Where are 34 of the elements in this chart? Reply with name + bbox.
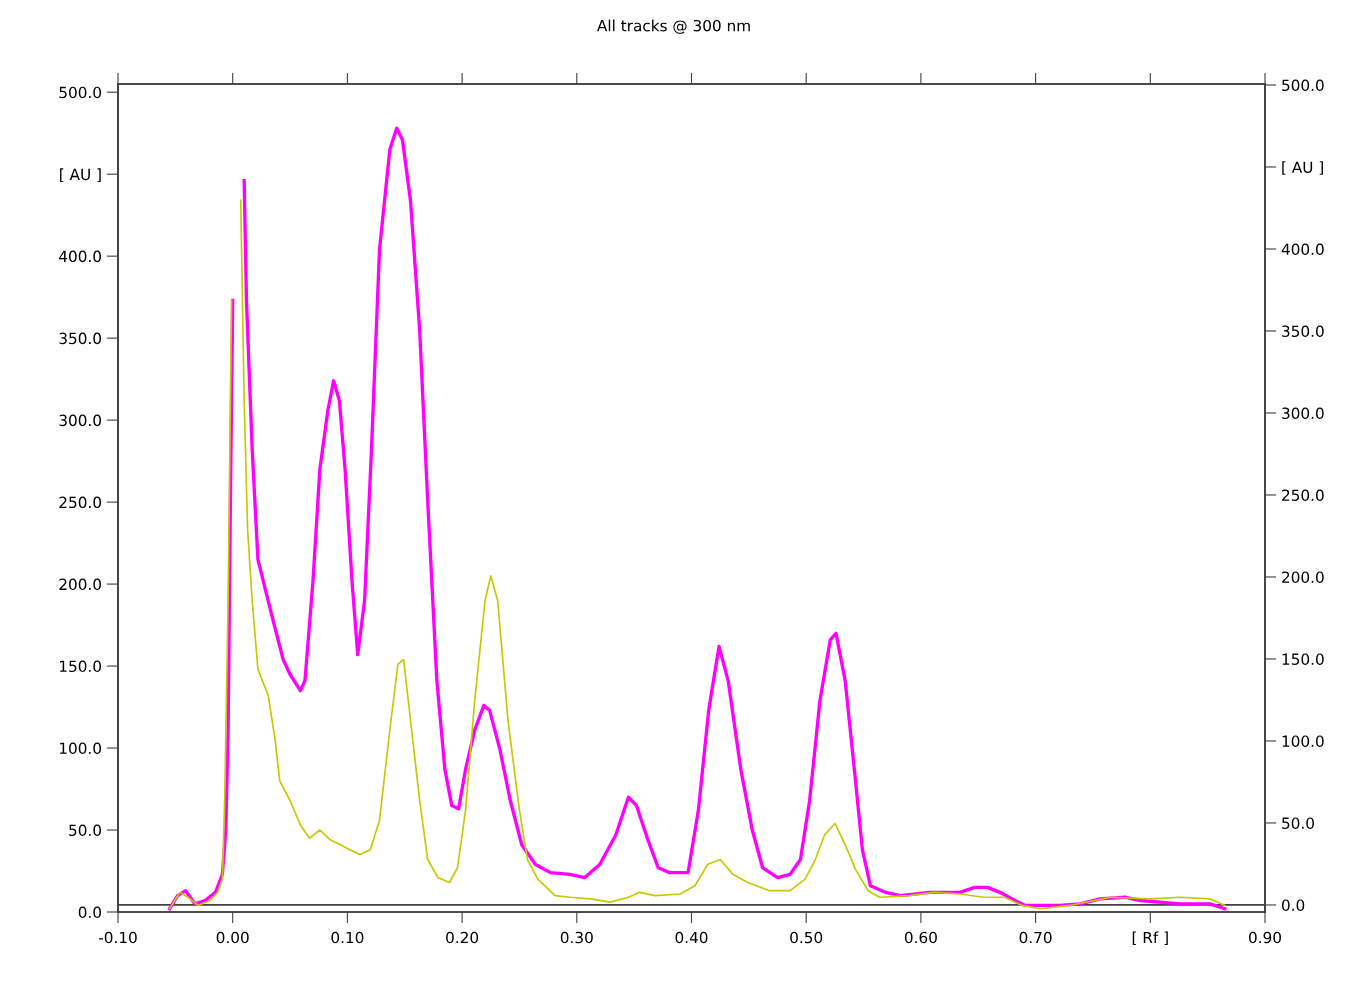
y-tick-label: 0.0: [78, 906, 102, 919]
y-tick-label: 250.0: [59, 496, 102, 509]
y2-tick-label: [ AU ]: [1282, 161, 1323, 175]
y-tick-label: 500.0: [59, 86, 102, 99]
y2-tick-label: 300.0: [1282, 407, 1324, 419]
x-tick-label: [ Rf ]: [1132, 931, 1168, 946]
y2-tick-label: 350.0: [1282, 325, 1324, 337]
x-tick-label: 0.10: [331, 931, 364, 944]
y2-tick-label: 0.0: [1281, 899, 1305, 911]
y2-tick-label: 100.0: [1282, 735, 1324, 747]
y2-tick-label: 200.0: [1282, 571, 1324, 583]
y2-tick-label: 150.0: [1282, 653, 1324, 665]
x-tick-label: 0.40: [675, 931, 708, 944]
y-tick-label: 100.0: [59, 742, 102, 755]
y2-tick-label: 500.0: [1282, 79, 1324, 92]
x-tick-label: 0.60: [904, 931, 937, 944]
x-tick-label: 0.00: [216, 931, 249, 944]
y2-tick-label: 50.0: [1282, 817, 1314, 829]
x-tick-label: -0.10: [98, 931, 137, 944]
y-tick-label: 50.0: [69, 824, 102, 837]
y-tick-label: 200.0: [59, 578, 102, 591]
y2-tick-label: 250.0: [1282, 489, 1324, 501]
y-tick-label: 150.0: [59, 660, 102, 673]
x-tick-label: 0.70: [1019, 931, 1052, 944]
x-tick-label: 0.90: [1249, 931, 1281, 944]
y-tick-label: 300.0: [59, 414, 102, 427]
y-tick-label: [ AU ]: [60, 168, 101, 182]
x-tick-label: 0.30: [560, 931, 593, 944]
y-tick-label: 350.0: [59, 332, 102, 345]
chart-title: All tracks @ 300 nm: [597, 19, 750, 34]
x-tick-label: 0.20: [446, 931, 479, 944]
y-tick-label: 400.0: [59, 250, 102, 263]
y2-tick-label: 400.0: [1281, 243, 1324, 255]
x-tick-label: 0.50: [790, 931, 823, 944]
